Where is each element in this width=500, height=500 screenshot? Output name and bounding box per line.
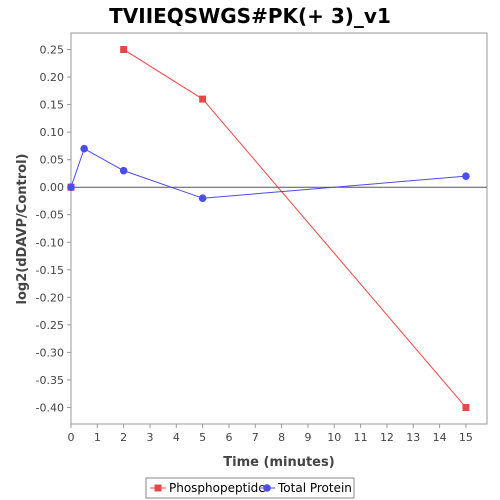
x-tick-label: 10 <box>327 431 341 444</box>
x-axis: 0 1 2 3 4 5 6 7 8 9 10 11 12 13 14 15 <box>68 424 473 444</box>
y-tick-label: -0.15 <box>36 264 64 277</box>
y-tick-label: -0.30 <box>36 346 64 359</box>
total-protein-line-segment <box>83 148 124 172</box>
x-tick-label: 4 <box>173 431 180 444</box>
y-tick-label: 0.25 <box>40 44 65 57</box>
phosphopeptide-marker <box>199 95 207 103</box>
total-protein-marker <box>80 144 88 153</box>
total-protein-marker <box>462 172 470 180</box>
y-tick-label: -0.35 <box>36 374 64 387</box>
x-tick-label: 5 <box>199 431 206 444</box>
total-protein-marker <box>67 183 75 191</box>
y-tick-label: -0.40 <box>36 401 64 414</box>
x-tick-label: 2 <box>120 431 127 444</box>
y-tick-label: 0.00 <box>40 181 65 194</box>
total-protein-marker <box>119 166 128 175</box>
phosphopeptide-marker <box>462 403 470 411</box>
chart-title: TVIIEQSWGS#PK(+ 3)_v1 <box>109 4 391 28</box>
x-tick-label: 9 <box>304 431 311 444</box>
phosphopeptide-marker <box>120 46 128 54</box>
y-tick-label: 0.05 <box>40 154 65 167</box>
y-tick-label: -0.25 <box>36 319 64 332</box>
y-axis-label: log2(dDAVP/Control) <box>15 154 30 305</box>
legend-box <box>145 477 355 499</box>
x-tick-label: 3 <box>146 431 153 444</box>
phosphopeptide-line-segment <box>123 49 203 100</box>
legend: Phosphopeptide Total Protein <box>145 477 355 499</box>
x-tick-label: 13 <box>406 431 420 444</box>
total-protein-legend-marker <box>263 484 271 492</box>
y-tick-label: 0.10 <box>40 126 65 139</box>
phosphopeptide-legend-label: Phosphopeptide <box>169 481 266 495</box>
x-tick-label: 7 <box>252 431 259 444</box>
total-protein-line-segment <box>202 175 466 199</box>
total-protein-legend-label: Total Protein <box>277 481 352 495</box>
x-tick-label: 6 <box>225 431 232 444</box>
series-markers <box>67 46 470 411</box>
x-tick-label: 8 <box>278 431 285 444</box>
y-axis: 0.25 0.20 0.15 0.10 0.05 0.00 -0.05 -0.10 -0.15 -… <box>36 44 71 414</box>
x-tick-label: 14 <box>433 431 447 444</box>
y-tick-label: 0.15 <box>40 99 65 112</box>
series-lines <box>70 49 467 408</box>
phosphopeptide-legend-marker <box>154 484 162 492</box>
phosphopeptide-line-segment <box>202 98 467 408</box>
x-tick-label: 12 <box>380 431 394 444</box>
total-protein-line-segment <box>70 148 85 188</box>
y-tick-label: 0.20 <box>40 71 65 84</box>
x-tick-label: 15 <box>459 431 473 444</box>
total-protein-line-segment <box>123 170 203 199</box>
y-tick-label: -0.10 <box>36 236 64 249</box>
total-protein-marker <box>198 194 207 203</box>
x-tick-label: 1 <box>94 431 101 444</box>
x-axis-label: Time (minutes) <box>223 455 334 470</box>
x-tick-label: 0 <box>68 431 75 444</box>
plot-area <box>70 32 488 425</box>
y-tick-label: -0.20 <box>36 291 64 304</box>
y-tick-label: -0.05 <box>36 209 64 222</box>
x-tick-label: 11 <box>354 431 368 444</box>
